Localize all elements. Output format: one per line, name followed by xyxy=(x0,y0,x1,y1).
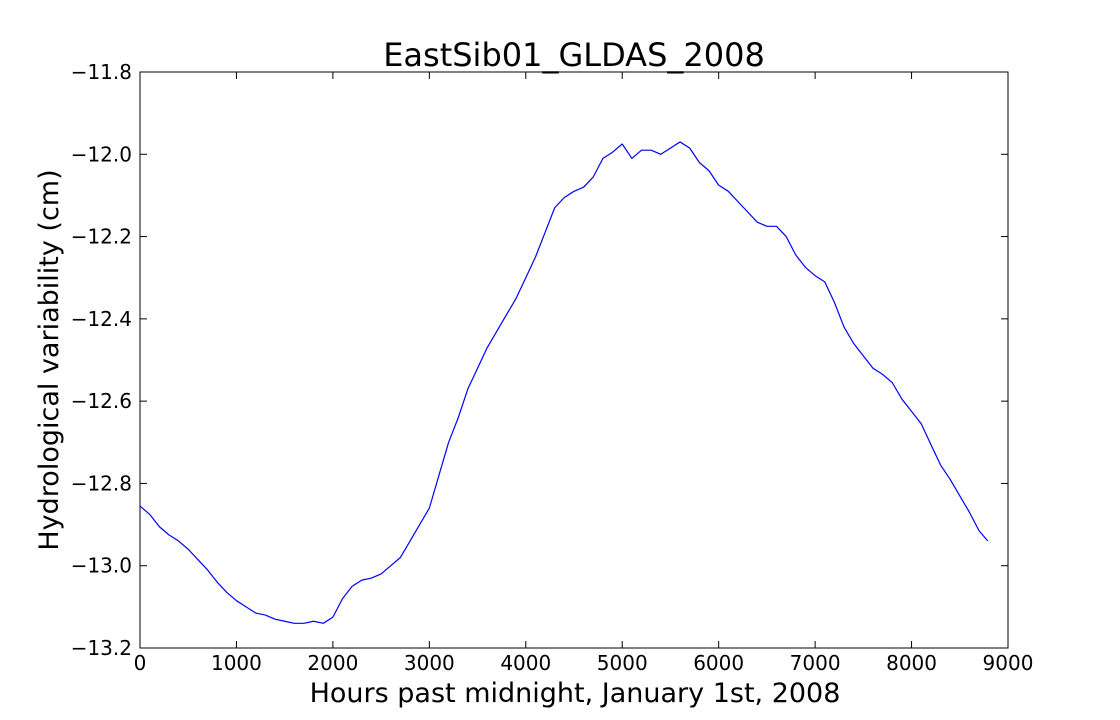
y-tick-label: −12.4 xyxy=(71,307,132,331)
chart-title: EastSib01_GLDAS_2008 xyxy=(383,36,765,74)
plot-area xyxy=(139,71,1009,649)
x-tick-label: 9000 xyxy=(983,651,1034,675)
x-tick-label: 1000 xyxy=(211,651,262,675)
x-tick-label: 4000 xyxy=(500,651,551,675)
x-axis-ticks: 0 1000 2000 3000 4000 5000 6000 7000 8000 9000 xyxy=(134,72,1034,675)
y-axis-ticks: −11.8 −12.0 −12.2 −12.4 −12.6 −12.8 −13.0 −13.2 xyxy=(71,60,1008,660)
x-tick-label: 2000 xyxy=(307,651,358,675)
y-tick-label: −12.0 xyxy=(71,142,132,166)
y-tick-label: −13.0 xyxy=(71,554,132,578)
plot-frame xyxy=(139,71,1009,649)
x-tick-label: 8000 xyxy=(886,651,937,675)
y-tick-label: −13.2 xyxy=(71,636,132,660)
y-tick-label: −12.8 xyxy=(71,471,132,495)
series-line-hydrological-variability xyxy=(139,141,989,624)
x-tick-label: 6000 xyxy=(693,651,744,675)
x-tick-label: 3000 xyxy=(404,651,455,675)
x-axis-label: Hours past midnight, January 1st, 2008 xyxy=(310,678,841,709)
x-tick-label: 5000 xyxy=(597,651,648,675)
y-axis-label: Hydrological variability (cm) xyxy=(34,169,65,550)
x-tick-label: 0 xyxy=(134,651,147,675)
y-tick-label: −11.8 xyxy=(71,60,132,84)
y-tick-label: −12.6 xyxy=(71,389,132,413)
y-tick-label: −12.2 xyxy=(71,225,132,249)
x-tick-label: 7000 xyxy=(790,651,841,675)
